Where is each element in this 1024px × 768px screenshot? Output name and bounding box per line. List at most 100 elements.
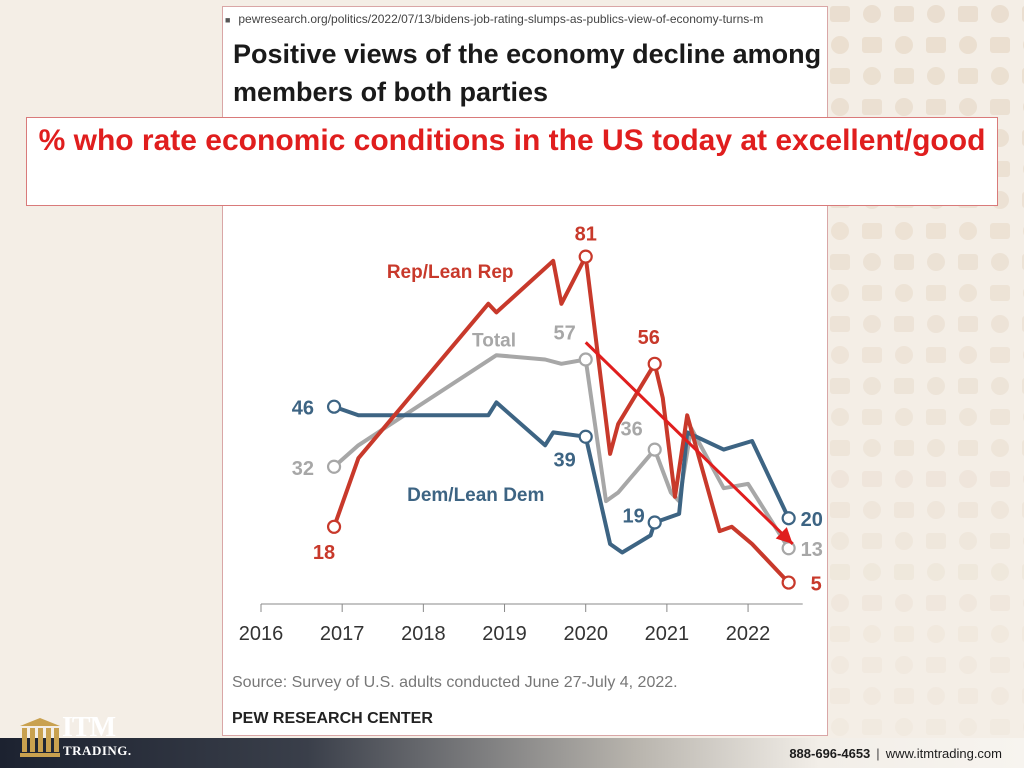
pattern-dot — [830, 688, 850, 704]
pattern-dot — [959, 346, 977, 364]
chart-title: Positive views of the economy decline am… — [233, 39, 822, 107]
logo-name: ITM — [62, 712, 116, 743]
trend-arrow-line — [584, 341, 794, 546]
pattern-dot — [958, 378, 978, 394]
pattern-dot — [862, 657, 882, 673]
url-bar[interactable]: ■ pewresearch.org/politics/2022/07/13/bi… — [223, 7, 827, 31]
pattern-dot — [831, 222, 849, 240]
pattern-dot — [862, 471, 882, 487]
pattern-dot — [991, 439, 1009, 457]
itm-logo-icon — [20, 718, 60, 757]
pattern-dot — [990, 223, 1010, 239]
series-name-dem: Dem/Lean Dem — [407, 485, 544, 506]
pattern-dot — [863, 501, 881, 519]
pattern-dot — [831, 532, 849, 550]
x-tick-label: 2016 — [239, 623, 284, 645]
pattern-dot — [830, 254, 850, 270]
pattern-dot — [830, 378, 850, 394]
pattern-dot — [927, 253, 945, 271]
subtitle-banner: % who rate economic conditions in the US… — [26, 117, 998, 206]
pattern-dot — [958, 254, 978, 270]
pattern-dot — [990, 347, 1010, 363]
pattern-dot — [863, 315, 881, 333]
pattern-dot — [991, 315, 1009, 333]
pattern-dot — [990, 285, 1010, 301]
value-label-rep: 5 — [811, 574, 822, 596]
pattern-dot — [894, 502, 914, 518]
pattern-dot — [862, 409, 882, 425]
data-marker-dem — [647, 515, 662, 530]
series-name-rep: Rep/Lean Rep — [387, 262, 514, 283]
pattern-dot — [894, 68, 914, 84]
pattern-dot — [862, 347, 882, 363]
pattern-dot — [927, 377, 945, 395]
pattern-dot — [991, 253, 1009, 271]
pattern-dot — [958, 564, 978, 580]
pattern-dot — [927, 625, 945, 643]
pattern-dot — [926, 285, 946, 301]
value-label-total: 32 — [292, 458, 314, 480]
pattern-dot — [990, 99, 1010, 115]
pattern-dot — [862, 37, 882, 53]
series-name-total: Total — [472, 331, 516, 352]
series-line-dem — [332, 400, 791, 555]
value-label-dem: 46 — [292, 398, 314, 420]
pattern-dot — [830, 316, 850, 332]
pattern-dot — [862, 285, 882, 301]
pattern-dot — [895, 98, 913, 116]
pattern-dot — [895, 656, 913, 674]
pattern-dot — [863, 67, 881, 85]
data-marker-total — [647, 442, 662, 457]
phone-number[interactable]: 888-696-4653 — [789, 746, 871, 761]
pattern-dot — [959, 656, 977, 674]
pattern-dot — [862, 533, 882, 549]
pattern-dot — [990, 533, 1010, 549]
pattern-dot — [958, 626, 978, 642]
pattern-dot — [862, 719, 882, 735]
pattern-dot — [895, 36, 913, 54]
pattern-dot — [927, 67, 945, 85]
pattern-dot — [830, 6, 850, 22]
pew-brand: PEW RESEARCH CENTER — [232, 710, 433, 727]
value-label-rep: 18 — [313, 542, 335, 564]
pattern-dot — [830, 68, 850, 84]
pattern-dot — [959, 408, 977, 426]
pattern-dot — [862, 223, 882, 239]
x-tick-label: 2017 — [320, 623, 365, 645]
pattern-dot — [863, 377, 881, 395]
pattern-dot — [895, 470, 913, 488]
pattern-dot — [991, 67, 1009, 85]
pattern-dot — [927, 687, 945, 705]
pattern-dot — [895, 532, 913, 550]
value-label-rep: 81 — [575, 224, 597, 246]
pattern-dot — [863, 563, 881, 581]
pattern-dot — [991, 501, 1009, 519]
data-marker-total — [781, 541, 796, 556]
url-text: pewresearch.org/politics/2022/07/13/bide… — [238, 12, 764, 26]
pattern-dot — [895, 408, 913, 426]
pattern-dot — [991, 687, 1009, 705]
source-note: Source: Survey of U.S. adults conducted … — [232, 674, 678, 691]
footer-bar — [0, 738, 1024, 768]
data-marker-dem — [578, 429, 593, 444]
value-label-total: 57 — [553, 323, 575, 345]
pattern-dot — [926, 595, 946, 611]
pattern-dot — [863, 253, 881, 271]
pattern-dot — [959, 594, 977, 612]
pattern-dot — [926, 223, 946, 239]
pattern-dot — [830, 626, 850, 642]
pattern-dot — [959, 532, 977, 550]
pattern-dot — [831, 284, 849, 302]
pattern-dot — [831, 718, 849, 736]
pattern-dot — [894, 688, 914, 704]
pattern-dot — [959, 284, 977, 302]
pattern-dot — [926, 533, 946, 549]
data-marker-rep — [326, 519, 342, 534]
pattern-dot — [862, 99, 882, 115]
website-link[interactable]: www.itmtrading.com — [885, 746, 1002, 761]
data-marker-rep — [647, 356, 662, 371]
pattern-dot — [894, 6, 914, 22]
pattern-dot — [958, 6, 978, 22]
pattern-dot — [990, 719, 1010, 735]
pattern-dot — [894, 564, 914, 580]
